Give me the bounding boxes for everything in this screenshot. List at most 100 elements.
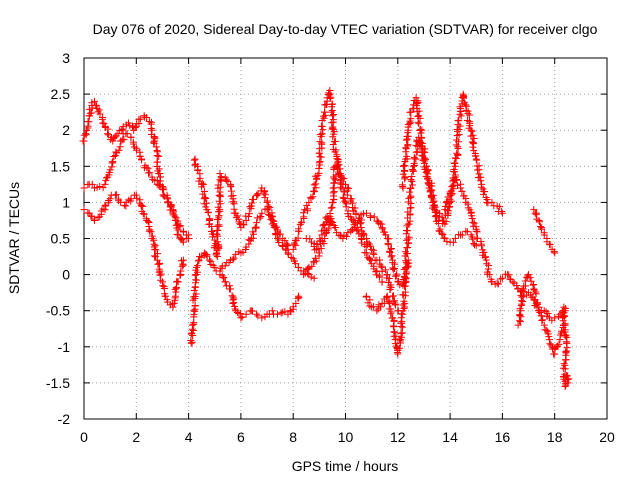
data-point-fill <box>398 181 406 189</box>
x-tick-label: 6 <box>237 429 245 445</box>
data-point-fill <box>203 252 211 260</box>
data-point-fill <box>393 272 401 280</box>
data-point-fill <box>382 231 390 239</box>
data-point-fill <box>468 233 476 241</box>
data-point-fill <box>170 211 178 219</box>
data-point <box>211 263 219 271</box>
data-point-fill <box>364 299 372 307</box>
data-point-fill <box>438 213 446 221</box>
data-point-fill <box>292 260 300 268</box>
data-point-fill <box>407 199 415 207</box>
data-point-fill <box>239 220 247 228</box>
data-point <box>179 227 187 235</box>
data-point-fill <box>110 153 118 161</box>
data-point-fill <box>329 218 337 226</box>
data-point-fill <box>215 192 223 200</box>
data-point-fill <box>254 312 262 320</box>
data-point-fill <box>471 241 479 249</box>
x-tick-label: 12 <box>390 429 406 445</box>
data-point <box>342 198 349 206</box>
data-point-fill <box>198 179 206 187</box>
data-point-fill <box>84 118 92 126</box>
data-point <box>305 198 313 206</box>
data-point <box>268 307 276 315</box>
data-point-fill <box>197 253 205 261</box>
data-point-fill <box>431 203 439 211</box>
data-point-fill <box>152 143 160 151</box>
x-tick-label: 16 <box>495 429 511 445</box>
data-point-fill <box>565 375 573 383</box>
data-point <box>216 170 224 178</box>
data-point-fill <box>494 280 502 288</box>
data-point-fill <box>214 241 222 249</box>
data-point-fill <box>359 229 367 237</box>
data-point-fill <box>414 98 422 106</box>
data-point-fill <box>327 204 335 212</box>
data-point <box>383 292 391 300</box>
data-point-fill <box>127 133 135 141</box>
data-point <box>362 235 370 242</box>
data-point-fill <box>375 273 383 281</box>
data-point <box>263 198 271 206</box>
data-point <box>530 206 538 214</box>
data-point-fill <box>316 138 324 146</box>
data-point-fill <box>473 228 481 236</box>
data-point-fill <box>469 143 477 151</box>
data-point-fill <box>108 159 116 167</box>
data-point <box>483 260 491 268</box>
data-point-fill <box>143 114 151 121</box>
data-point <box>132 191 140 199</box>
data-point <box>477 242 485 250</box>
data-point <box>564 379 572 387</box>
data-point-fill <box>220 274 228 282</box>
data-point <box>370 213 378 221</box>
data-point-fill <box>516 311 524 319</box>
data-point-fill <box>304 205 312 213</box>
data-point-fill <box>413 102 421 110</box>
data-point-fill <box>176 271 184 279</box>
data-point-fill <box>88 180 96 188</box>
data-point-fill <box>269 216 277 224</box>
data-point-fill <box>383 293 391 301</box>
data-point-fill <box>298 218 306 226</box>
data-point <box>493 279 501 287</box>
data-point-fill <box>545 333 553 341</box>
data-point <box>104 130 112 138</box>
data-point-fill <box>316 235 324 243</box>
data-point-fill <box>455 126 463 134</box>
data-point <box>373 307 381 315</box>
data-point-fill <box>111 133 119 141</box>
data-point-fill <box>99 119 107 127</box>
data-point <box>109 137 117 145</box>
data-point-fill <box>115 146 123 154</box>
data-point-fill <box>562 356 570 364</box>
data-point-fill <box>532 290 540 298</box>
data-point-fill <box>417 139 425 147</box>
data-point-fill <box>526 274 534 282</box>
data-point-fill <box>87 109 95 117</box>
data-point-fill <box>469 131 477 139</box>
data-point-fill <box>171 213 179 221</box>
data-point-fill <box>82 130 90 138</box>
data-point-fill <box>462 106 470 114</box>
data-point <box>284 242 292 250</box>
data-point-fill <box>407 115 415 123</box>
data-point-fill <box>414 118 422 126</box>
data-point-fill <box>477 183 485 191</box>
data-point-fill <box>543 326 551 334</box>
data-point-fill <box>322 101 330 109</box>
data-point-fill <box>94 213 102 221</box>
data-point <box>172 216 180 224</box>
data-point-fill <box>384 239 392 247</box>
data-point-fill <box>252 223 260 231</box>
data-point-fill <box>156 271 164 279</box>
data-point-fill <box>191 302 199 310</box>
y-tick-label: 1.5 <box>51 158 71 174</box>
data-point-fill <box>394 277 402 285</box>
data-point-fill <box>403 260 411 268</box>
data-point-fill <box>310 181 318 189</box>
data-point-fill <box>223 176 231 184</box>
data-point-fill <box>155 268 163 276</box>
data-point <box>467 126 475 134</box>
y-tick-label: -1.5 <box>46 375 70 391</box>
